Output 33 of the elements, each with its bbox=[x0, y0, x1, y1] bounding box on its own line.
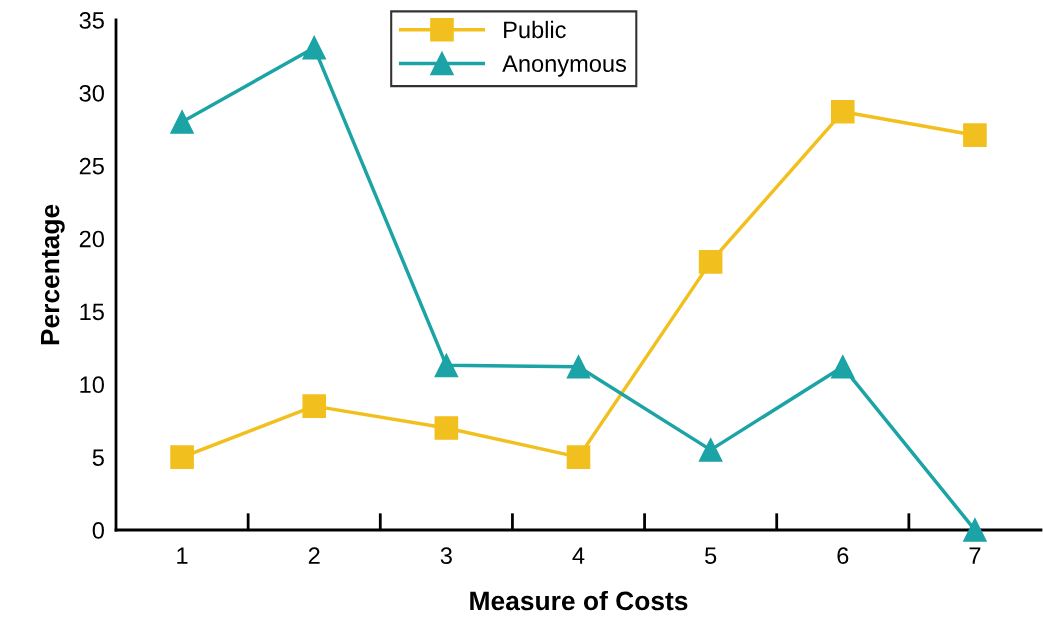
point bbox=[830, 354, 855, 379]
y-tick-label: 30 bbox=[79, 84, 104, 102]
point bbox=[698, 438, 723, 462]
y-axis-title: Percentage bbox=[40, 204, 65, 345]
point bbox=[170, 110, 194, 134]
y-tick-label: 10 bbox=[80, 376, 104, 394]
y-tick-label: 5 bbox=[92, 449, 104, 466]
point bbox=[830, 99, 855, 124]
point bbox=[698, 250, 723, 274]
point bbox=[302, 394, 327, 418]
y-tick-label: 15 bbox=[80, 303, 104, 321]
x-tick-label: 6 bbox=[837, 547, 849, 565]
point bbox=[434, 353, 459, 378]
point bbox=[963, 123, 987, 147]
legend-label: Anonymous bbox=[502, 55, 627, 77]
y-tick-label: 0 bbox=[92, 522, 104, 539]
x-tick-label: 3 bbox=[440, 547, 452, 565]
y-tick-label: 20 bbox=[79, 230, 104, 248]
x-tick-label: 4 bbox=[572, 547, 585, 564]
point bbox=[302, 35, 327, 60]
point bbox=[566, 445, 591, 469]
point bbox=[170, 445, 194, 469]
x-axis-title: Measure of Costs bbox=[470, 590, 688, 611]
x-tick-label: 7 bbox=[969, 547, 981, 564]
y-tick-label: 35 bbox=[79, 12, 104, 29]
legend-label: Public bbox=[504, 20, 566, 39]
point bbox=[963, 518, 987, 542]
point bbox=[566, 354, 591, 379]
point bbox=[434, 416, 459, 440]
x-tick-label: 5 bbox=[705, 547, 717, 565]
x-tick-label: 2 bbox=[308, 547, 320, 564]
y-tick-label: 25 bbox=[79, 157, 104, 175]
x-tick-label: 1 bbox=[177, 547, 188, 564]
